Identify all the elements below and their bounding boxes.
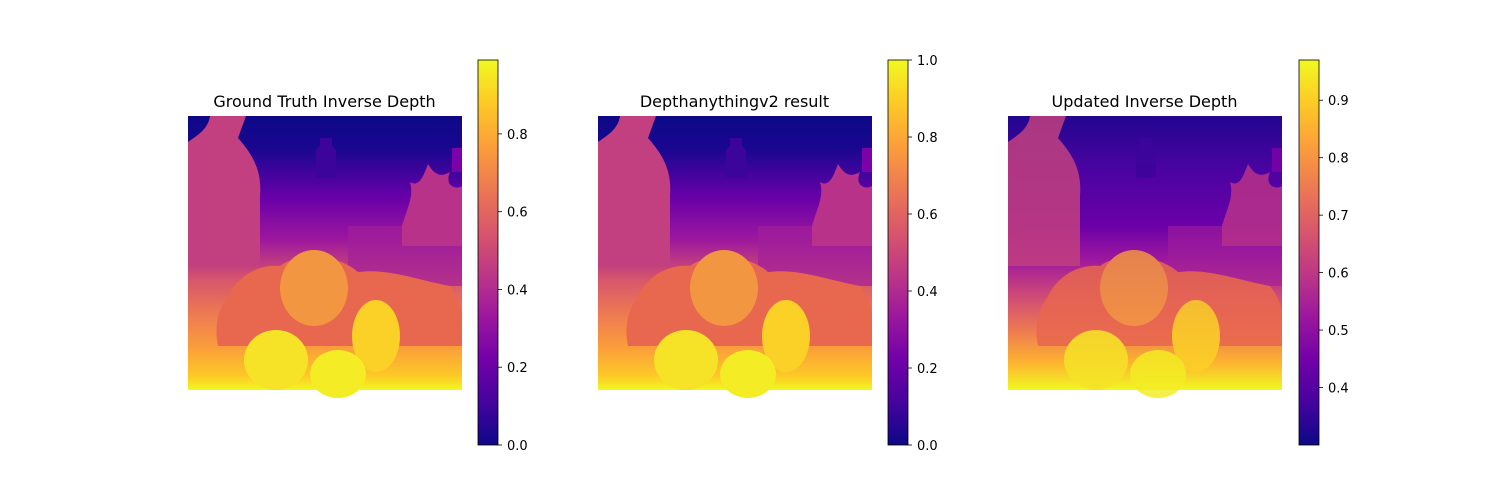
colorbar-tick-label: 0.4 [917,285,938,300]
panel-depthanything: Depthanythingv2 result 0.0 0.2 0.4 0.6 0.8 1.… [598,54,938,454]
colorbar-tick-label: 0.2 [917,362,938,377]
colorbar-tick-label: 0.6 [1328,267,1349,282]
colorbar-gradient [477,59,499,446]
colorbar-tick-label: 0.8 [1328,152,1349,167]
colorbar-tick-label: 0.4 [1328,382,1349,397]
panel-title: Updated Inverse Depth [1052,92,1238,111]
colorbar-tick-label: 0.9 [1328,94,1349,109]
colorbar-tick-label: 0.5 [1328,324,1349,339]
colorbar: 0.0 0.2 0.4 0.6 0.8 [477,59,528,454]
colorbar-tick-label: 0.6 [507,206,528,221]
colorbar: 0.4 0.5 0.6 0.7 0.8 0.9 [1298,59,1349,446]
depth-image [1008,116,1282,398]
colorbar-gradient [887,59,909,446]
colorbar-tick-label: 0.8 [507,128,528,143]
colorbar-tick-label: 0.0 [917,439,938,454]
colorbar-gradient [1298,59,1320,446]
panel-updated: Updated Inverse Depth 0.4 0.5 0.6 0.7 0.8 0.9 [1008,59,1349,446]
colorbar-tick-label: 0.0 [507,439,528,454]
colorbar-tick-label: 0.8 [917,131,938,146]
depth-image [598,116,872,398]
panel-title: Depthanythingv2 result [640,92,829,111]
panel-ground-truth: Ground Truth Inverse Depth 0.00.20.40.60… [188,59,528,454]
colorbar-tick-label: 1.0 [917,54,938,69]
colorbar-tick-label: 0.2 [507,361,528,376]
panel-title: Ground Truth Inverse Depth [213,92,435,111]
depth-image [188,116,462,398]
colorbar-tick-label: 0.7 [1328,209,1349,224]
colorbar-tick-label: 0.6 [917,208,938,223]
colorbar-tick-label: 0.4 [507,283,528,298]
colorbar: 0.0 0.2 0.4 0.6 0.8 1.0 [887,54,938,454]
